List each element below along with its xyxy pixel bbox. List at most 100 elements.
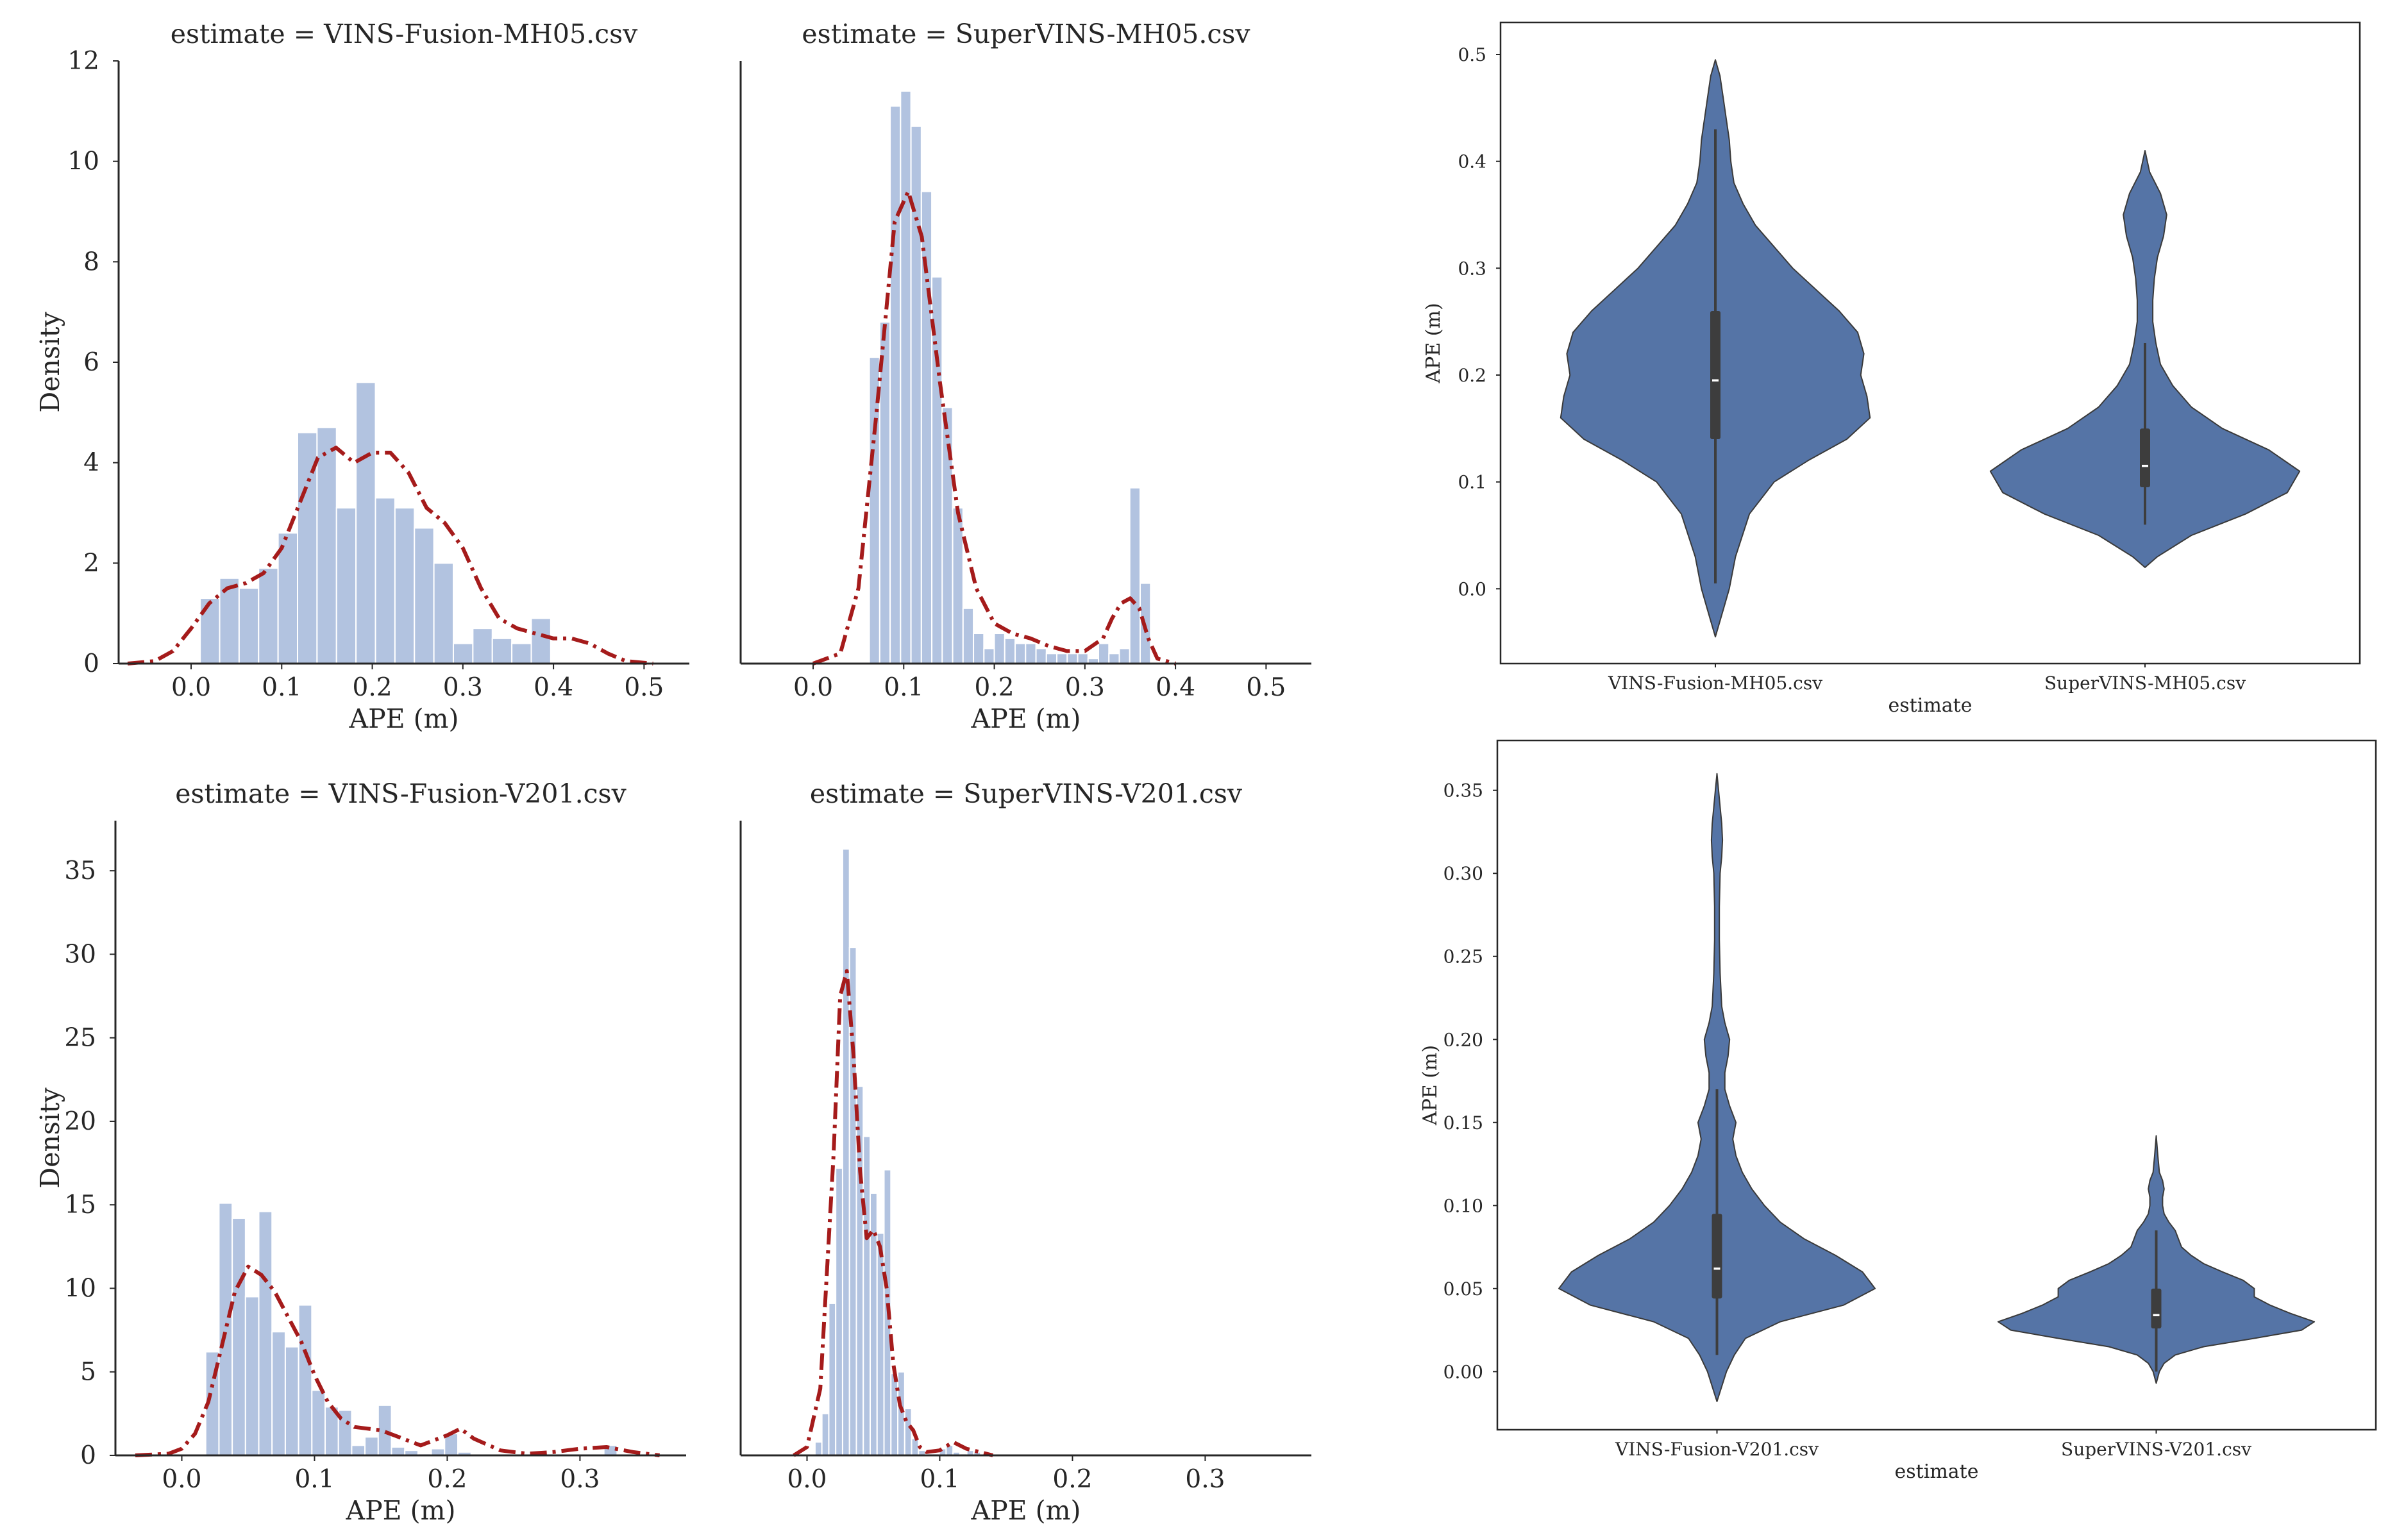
histogram-bar	[911, 1437, 920, 1456]
x-axis-label: estimate	[1895, 1460, 1979, 1483]
histogram-bar	[1118, 648, 1131, 664]
x-tick-label: 0.0	[162, 1465, 201, 1494]
y-axis-label: Density	[35, 1087, 65, 1189]
histogram-bar	[355, 381, 376, 664]
y-axis-label: APE (m)	[1422, 303, 1445, 383]
histogram-bar	[298, 1304, 313, 1457]
plot-frame	[1496, 739, 2377, 1431]
histogram-bar	[1025, 642, 1037, 665]
histogram-bar	[351, 1444, 366, 1456]
violin-box	[2140, 428, 2150, 487]
x-tick-label: 0.2	[353, 673, 392, 702]
histogram-bar	[952, 507, 964, 665]
histogram-bars	[205, 1202, 618, 1457]
histogram-bars	[199, 381, 551, 665]
x-tick-label: SuperVINS-MH05.csv	[2044, 673, 2246, 694]
histogram-bar	[1045, 653, 1058, 664]
x-tick-label: 0.3	[1185, 1465, 1225, 1494]
histogram-bar	[244, 1296, 260, 1456]
y-tick-label: 5	[80, 1358, 96, 1387]
y-tick-label: 0.0	[1458, 578, 1486, 599]
y-tick-label: 0.5	[1458, 44, 1486, 65]
histogram-bar	[271, 1331, 286, 1456]
y-tick-label: 0.10	[1443, 1195, 1483, 1216]
y-axis-label: Density	[35, 312, 65, 413]
x-tick-label: 0.5	[1246, 673, 1286, 702]
histogram-bar	[530, 617, 551, 664]
x-tick-label: 0.3	[1065, 673, 1105, 702]
chart-title: estimate = VINS-Fusion-V201.csv	[175, 778, 627, 809]
histogram-bar	[945, 1444, 954, 1456]
x-axis-label: APE (m)	[970, 703, 1081, 734]
x-tick-label: 0.2	[1052, 1465, 1092, 1494]
x-tick-label: 0.4	[1156, 673, 1195, 702]
histogram-bar	[218, 1202, 233, 1456]
y-tick-label: 0.2	[1458, 365, 1486, 386]
hist-vins-v201: 0.0 0.1 0.2 0.3 0 5 10 15 20 25 30 35 estimate = VIN…	[35, 778, 686, 1526]
histogram-bar	[993, 633, 1005, 664]
y-tick-label: 30	[64, 940, 96, 969]
histogram-bar	[311, 1389, 326, 1457]
y-tick-label: 0	[80, 1441, 96, 1470]
violin-box	[1712, 1214, 1722, 1299]
x-tick-label: 0.3	[560, 1465, 600, 1494]
x-tick-label: 0.0	[793, 673, 833, 702]
histogram-bar	[904, 1408, 913, 1457]
chart-title: estimate = VINS-Fusion-MH05.csv	[171, 19, 638, 49]
histogram-bar	[284, 1346, 299, 1457]
y-tick-label: 0.4	[1458, 151, 1486, 172]
histogram-bar	[862, 1135, 871, 1457]
y-tick-label: 0.30	[1443, 863, 1483, 884]
x-tick-label: 0.1	[920, 1465, 959, 1494]
histogram-bars	[868, 90, 1152, 665]
y-tick-label: 10	[67, 147, 99, 176]
violin-box	[2151, 1288, 2162, 1328]
y-axis-label: APE (m)	[1419, 1045, 1442, 1126]
x-tick-label: VINS-Fusion-MH05.csv	[1608, 673, 1822, 694]
y-tick-label: 0.15	[1443, 1112, 1483, 1134]
x-axis-label: APE (m)	[345, 1495, 455, 1526]
histogram-bar	[1129, 487, 1141, 664]
histogram-bar	[828, 1302, 837, 1456]
histogram-bar	[199, 598, 221, 665]
y-tick-label: 20	[64, 1107, 96, 1136]
kde-curve	[135, 1264, 660, 1457]
hist-supervins-v201: 0.0 0.1 0.2 0.3 estimate = SuperVINS-V201.cs…	[739, 778, 1311, 1526]
histogram-bar	[1108, 653, 1120, 664]
y-tick-label: 4	[83, 449, 99, 478]
histogram-bar	[1035, 648, 1047, 664]
x-tick-label: 0.3	[443, 673, 483, 702]
histogram-bar	[835, 1167, 843, 1457]
y-tick-label: 0	[83, 649, 99, 678]
x-tick-label: 0.1	[262, 673, 301, 702]
histogram-bar	[238, 587, 260, 664]
y-tick-label: 0.25	[1443, 946, 1483, 967]
y-tick-label: 12	[67, 47, 99, 76]
hist-vins-mh05: 0.0 0.1 0.2 0.3 0.4 0.5 0 2 4 6 8 10 12 estimate = VI…	[35, 19, 689, 734]
histogram-bar	[1004, 637, 1016, 664]
x-axis-label: APE (m)	[970, 1495, 1081, 1526]
kde-curve	[127, 446, 653, 665]
y-tick-label: 15	[64, 1191, 96, 1219]
histogram-bar	[394, 507, 416, 665]
histogram-bar	[316, 426, 337, 664]
histogram-bar	[377, 1404, 392, 1456]
x-tick-label: 0.1	[294, 1465, 334, 1494]
y-tick-label: 2	[83, 549, 99, 578]
y-tick-label: 0.1	[1458, 472, 1486, 493]
histogram-bars	[814, 848, 982, 1457]
chart-title: estimate = SuperVINS-MH05.csv	[802, 19, 1250, 49]
x-tick-label: 0.2	[427, 1465, 467, 1494]
kde-curve	[812, 189, 1176, 665]
histogram-bar	[1066, 653, 1079, 664]
histogram-bar	[1098, 642, 1110, 665]
y-tick-label: 0.05	[1443, 1278, 1483, 1300]
histogram-bar	[491, 637, 513, 664]
x-tick-label: 0.2	[975, 673, 1014, 702]
x-tick-label: 0.5	[624, 673, 664, 702]
histogram-bar	[472, 628, 493, 665]
histogram-bar	[1014, 642, 1027, 665]
y-tick-label: 10	[64, 1274, 96, 1303]
histogram-bar	[391, 1446, 406, 1456]
